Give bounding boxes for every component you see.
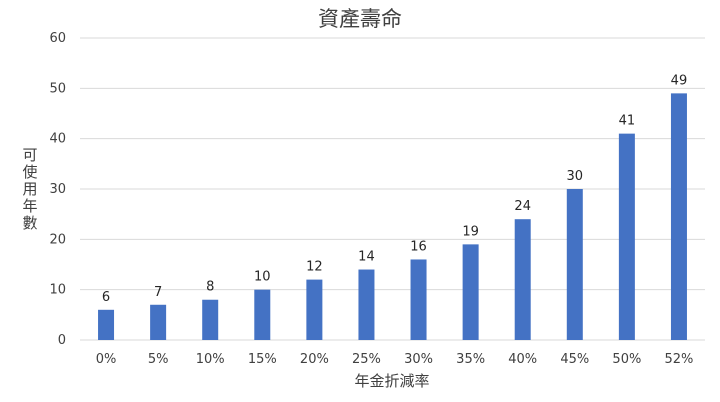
bar [670, 93, 687, 340]
bar [254, 289, 271, 340]
y-tick-label: 40 [49, 132, 66, 147]
x-tick-label: 15% [248, 352, 277, 367]
bar [618, 133, 635, 340]
y-tick-label: 60 [49, 31, 66, 46]
x-tick-label: 25% [352, 352, 381, 367]
x-tick-label: 50% [612, 352, 641, 367]
x-tick-label: 0% [96, 352, 117, 367]
y-axis-label-char: 使 [22, 163, 37, 181]
x-axis-label: 年金折減率 [354, 372, 429, 390]
data-label: 12 [306, 260, 323, 275]
x-tick-label: 10% [196, 352, 225, 367]
bar [202, 299, 219, 340]
y-axis-label-char: 可 [22, 146, 37, 164]
grid-lines [80, 37, 705, 341]
bar [514, 219, 531, 340]
y-axis-ticks: 0 10 20 30 40 50 60 [49, 31, 66, 348]
x-tick-label: 45% [560, 352, 589, 367]
bar [358, 269, 375, 340]
data-label: 8 [206, 280, 214, 295]
x-tick-label: 20% [300, 352, 329, 367]
x-tick-label: 35% [456, 352, 485, 367]
data-label: 14 [358, 250, 375, 265]
bar [410, 259, 427, 340]
y-tick-label: 10 [49, 283, 66, 298]
data-labels: 6 7 8 10 12 14 16 19 24 30 41 49 [102, 73, 687, 304]
x-tick-label: 5% [148, 352, 169, 367]
data-label: 30 [567, 169, 584, 184]
x-tick-label: 30% [404, 352, 433, 367]
bar [566, 189, 583, 340]
y-tick-label: 20 [49, 232, 66, 247]
data-label: 49 [671, 73, 688, 88]
data-label: 24 [514, 199, 531, 214]
y-tick-label: 0 [58, 333, 66, 348]
y-axis-label-char: 用 [22, 180, 37, 198]
y-tick-label: 50 [49, 81, 66, 96]
bars [98, 93, 687, 340]
data-label: 6 [102, 290, 110, 305]
bar [150, 304, 167, 340]
data-label: 16 [410, 239, 427, 254]
data-label: 19 [462, 224, 479, 239]
y-tick-label: 30 [49, 182, 66, 197]
bar [98, 309, 115, 340]
y-axis-label-char: 數 [22, 214, 37, 232]
x-tick-label: 52% [665, 352, 694, 367]
x-axis-ticks: 0% 5% 10% 15% 20% 25% 30% 35% 40% 45% 50% 52% [96, 352, 694, 367]
bar [306, 279, 323, 340]
data-label: 7 [154, 285, 162, 300]
bar [462, 244, 479, 340]
chart-title: 資產壽命 [318, 7, 402, 31]
x-tick-label: 40% [508, 352, 537, 367]
data-label: 41 [619, 114, 636, 129]
y-axis-label-char: 年 [22, 197, 37, 215]
data-label: 10 [254, 270, 271, 285]
